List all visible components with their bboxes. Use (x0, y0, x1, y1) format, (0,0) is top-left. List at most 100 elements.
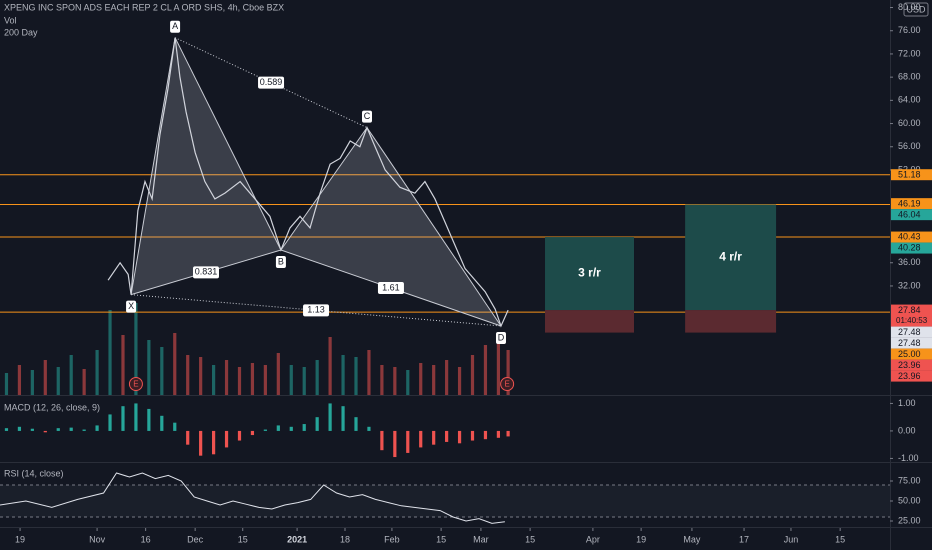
x-tick-label: 15 (835, 534, 845, 544)
macd-bar (419, 430, 423, 448)
macd-title: MACD (12, 26, close, 9) (4, 402, 100, 412)
point-label: A (172, 21, 178, 31)
currency-box[interactable] (903, 2, 929, 17)
volume-bar (445, 360, 449, 395)
earnings-label: E (504, 380, 509, 389)
macd-bar (289, 426, 293, 431)
x-tick-label: 2021 (287, 534, 307, 544)
price-tag (891, 370, 932, 382)
macd-bar (341, 406, 345, 431)
x-tick-label: Nov (89, 534, 106, 544)
price-tag (891, 231, 932, 243)
target-zone (685, 204, 777, 311)
volume-bar (4, 373, 9, 395)
price-tag-label: 27.48 (898, 338, 921, 348)
volume-bar (419, 363, 423, 395)
macd-bar (121, 406, 125, 431)
macd-bar (69, 427, 73, 431)
price-tag-label: 27.48 (898, 327, 921, 337)
y-tick-label: 68.00 (898, 72, 921, 82)
price-tag (891, 169, 932, 181)
macd-bar (263, 429, 267, 431)
price-tag-label: 23.96 (898, 360, 921, 370)
macd-bar (354, 417, 358, 431)
price-tag (891, 326, 932, 338)
volume-bar (302, 367, 306, 395)
x-tick-label: May (683, 534, 701, 544)
macd-bar (147, 408, 151, 431)
x-tick-label: Mar (473, 534, 489, 544)
price-tag (891, 348, 932, 360)
macd-bar (315, 417, 319, 431)
macd-bar (17, 426, 22, 431)
x-tick-label: 18 (340, 534, 350, 544)
price-tag (891, 209, 932, 221)
pattern-leg (280, 127, 368, 251)
price-tag (891, 198, 932, 210)
countdown: 01:40:53 (896, 316, 928, 325)
macd-bar (470, 430, 475, 441)
price-tag (891, 304, 932, 327)
macd-bar (82, 429, 86, 431)
point-label: B (278, 256, 284, 266)
y-tick-label: 80.00 (898, 2, 921, 12)
point-label-box (495, 331, 506, 344)
currency[interactable]: USD (906, 4, 926, 14)
price-tag-label: 46.19 (898, 198, 921, 208)
volume-bar (224, 360, 229, 395)
price-tag-label: 46.04 (898, 209, 921, 219)
pattern-area (131, 37, 281, 295)
point-label-box (170, 20, 181, 33)
macd-bar (406, 430, 410, 453)
volume-bar (199, 357, 203, 395)
volume-bar (147, 340, 151, 395)
point-label: C (364, 111, 371, 121)
volume-bar (30, 370, 34, 395)
volume-bar (237, 367, 242, 395)
point-label-box (126, 300, 137, 313)
macd-bar (30, 428, 34, 431)
earnings-label: E (133, 380, 138, 389)
macd-bar (212, 430, 216, 455)
price-tag-label: 40.28 (898, 243, 921, 253)
macd-bar (393, 430, 397, 458)
volume-bar (380, 365, 384, 395)
earnings-marker (500, 377, 515, 391)
y-tick-label: 25.00 (898, 515, 921, 525)
ratio-box (192, 266, 219, 279)
macd-bar (134, 403, 138, 431)
pattern-leg (174, 37, 282, 251)
y-tick-label: 72.00 (898, 48, 921, 58)
macd-bar (432, 430, 436, 445)
price-tag-label: 40.43 (898, 232, 921, 242)
pattern-area (280, 127, 501, 326)
macd-bar (445, 430, 449, 442)
x-tick-label: 16 (141, 534, 151, 544)
pattern-leg (130, 37, 176, 295)
volume-bar (17, 365, 22, 395)
volume-bar (506, 350, 510, 395)
macd-bar (173, 422, 177, 431)
point-label: D (498, 332, 505, 342)
macd-bar (380, 430, 384, 451)
point-label: X (128, 301, 134, 311)
volume-bar (134, 303, 138, 395)
y-tick-label: 36.00 (898, 257, 921, 267)
macd-bar (496, 430, 500, 438)
price-tag-label: 25.00 (898, 349, 921, 359)
macd-bar (108, 414, 112, 431)
macd-bar (506, 430, 510, 437)
chart-title: XPENG INC SPON ADS EACH REP 2 CL A ORD S… (4, 2, 284, 12)
x-tick-label: Dec (187, 534, 204, 544)
ratio-box (377, 281, 404, 294)
price-tag (891, 337, 932, 349)
volume-bar (354, 357, 358, 395)
y-tick-label: 64.00 (898, 95, 921, 105)
volume-bar (56, 367, 60, 395)
rsi-band (0, 485, 890, 517)
rsi-title: RSI (14, close) (4, 468, 64, 478)
volume-bar (173, 333, 177, 395)
macd-bar (199, 430, 203, 456)
volume-bar (212, 365, 216, 395)
